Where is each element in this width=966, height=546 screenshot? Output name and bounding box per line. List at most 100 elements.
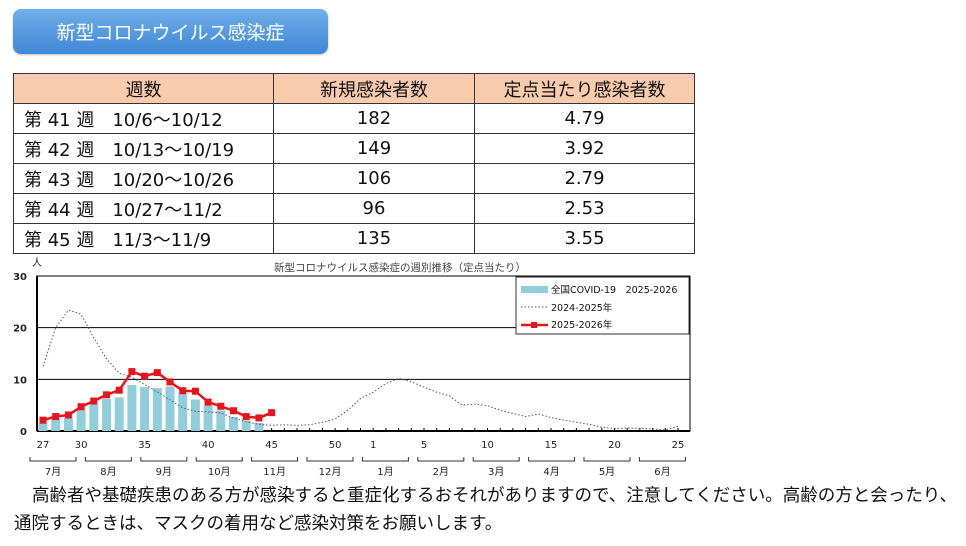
count-cell: 96 (273, 193, 475, 224)
legend-label: 2025-2026年 (551, 319, 613, 331)
bar (203, 405, 213, 431)
table-header-row: 週数 新規感染者数 定点当たり感染者数 (13, 73, 695, 104)
bar (254, 422, 264, 431)
x-tick-label: 5 (421, 440, 427, 451)
col-new-cases: 新規感染者数 (273, 73, 475, 104)
month-bracket (251, 457, 299, 462)
month-bracket (306, 457, 354, 462)
data-point (242, 413, 250, 421)
data-point (115, 386, 123, 394)
month-label: 11月 (263, 466, 286, 477)
month-label: 5月 (599, 466, 615, 477)
count-cell: 135 (273, 223, 475, 254)
legend-swatch-marker (531, 322, 537, 328)
per-site-cell: 4.79 (474, 103, 695, 134)
section-title: 新型コロナウイルス感染症 (13, 9, 328, 54)
col-per-site: 定点当たり感染者数 (474, 73, 695, 104)
col-week: 週数 (13, 73, 274, 104)
x-tick-label: 25 (672, 440, 685, 451)
bar (63, 418, 73, 431)
legend-label: 全国COVID-19 2025-2026 (551, 284, 677, 296)
month-label: 8月 (100, 466, 116, 477)
data-point (204, 398, 212, 406)
x-tick-label: 20 (608, 440, 621, 451)
month-label: 9月 (156, 466, 172, 477)
data-point (128, 368, 136, 376)
y-tick-label: 10 (13, 375, 27, 386)
month-bracket (528, 457, 576, 462)
bar (178, 393, 188, 431)
bar (76, 409, 86, 431)
legend-swatch-bar (521, 286, 548, 293)
month-bracket (417, 457, 465, 462)
weekly-trend-chart: 0 10 20 30 人 新型コロナウイルス感染症の週別推移（定点当たり） 27 30 35 40… (13, 257, 691, 477)
bar (89, 404, 99, 431)
month-bracket (583, 457, 631, 462)
bar (241, 420, 251, 431)
month-label: 4月 (543, 466, 559, 477)
x-tick-label: 1 (370, 440, 376, 451)
bar (190, 399, 200, 431)
count-cell: 182 (273, 103, 475, 134)
bar (102, 398, 111, 431)
week-cell: 第 44 週 10/27～11/2 (13, 193, 274, 224)
table-row: 第 42 週 10/13～10/19 149 3.92 (13, 133, 695, 164)
data-point (103, 391, 110, 399)
notice-text: 高齢者や基礎疾患のある方が感染すると重症化するおそれがありますので、注意してくだ… (14, 486, 958, 534)
bar (38, 423, 48, 431)
y-tick-label: 0 (20, 427, 27, 438)
week-cell: 第 45 週 11/3～11/9 (13, 223, 274, 254)
bar (165, 386, 175, 431)
bar (140, 387, 150, 431)
month-label: 6月 (654, 466, 670, 477)
week-cell: 第 42 週 10/13～10/19 (13, 133, 274, 164)
data-point (64, 411, 72, 419)
week-cell: 第 43 週 10/20～10/26 (13, 163, 274, 194)
table-row: 第 41 週 10/6～10/12 182 4.79 (13, 103, 695, 134)
x-tick-label: 15 (545, 440, 558, 451)
count-cell: 149 (273, 133, 475, 164)
month-bracket (472, 457, 520, 462)
bar (51, 419, 61, 431)
x-tick-label: 40 (202, 440, 215, 451)
bar (216, 410, 226, 431)
data-point (52, 413, 60, 421)
bar (127, 385, 137, 431)
legend-label: 2024-2025年 (551, 302, 613, 314)
month-label: 2月 (433, 466, 449, 477)
month-label: 10月 (208, 466, 231, 477)
series-line-2024-2025 (42, 309, 679, 431)
table-row: 第 45 週 11/3～11/9 135 3.55 (13, 223, 695, 254)
data-point (268, 409, 276, 417)
per-site-cell: 3.92 (474, 133, 695, 164)
y-tick-label: 30 (13, 272, 27, 283)
data-point (191, 387, 199, 395)
month-bracket (195, 457, 243, 462)
x-tick-label: 10 (481, 440, 494, 451)
per-site-cell: 2.53 (474, 193, 695, 224)
data-point (77, 403, 85, 411)
data-point (255, 414, 263, 422)
chart-title: 新型コロナウイルス感染症の週別推移（定点当たり） (274, 261, 526, 274)
x-tick-label: 45 (265, 440, 278, 451)
month-label: 12月 (319, 466, 342, 477)
month-bracket (140, 457, 188, 462)
x-tick-label: 35 (138, 440, 151, 451)
month-label: 1月 (377, 466, 393, 477)
x-tick-label: 50 (329, 440, 342, 451)
table-row: 第 44 週 10/27～11/2 96 2.53 (13, 193, 695, 224)
data-point (230, 407, 237, 415)
month-bracket (638, 457, 686, 462)
x-tick-label: 30 (75, 440, 88, 451)
per-site-cell: 2.79 (474, 163, 695, 194)
y-axis-label: 人 (32, 257, 42, 269)
month-bracket (361, 457, 409, 462)
month-label: 3月 (488, 466, 504, 477)
y-tick-label: 20 (13, 324, 27, 335)
month-label: 7月 (45, 466, 61, 477)
table-row: 第 43 週 10/20～10/26 106 2.79 (13, 163, 695, 194)
bar (229, 417, 238, 431)
month-bracket (29, 457, 77, 462)
data-point (166, 378, 174, 386)
data-point (179, 387, 187, 395)
